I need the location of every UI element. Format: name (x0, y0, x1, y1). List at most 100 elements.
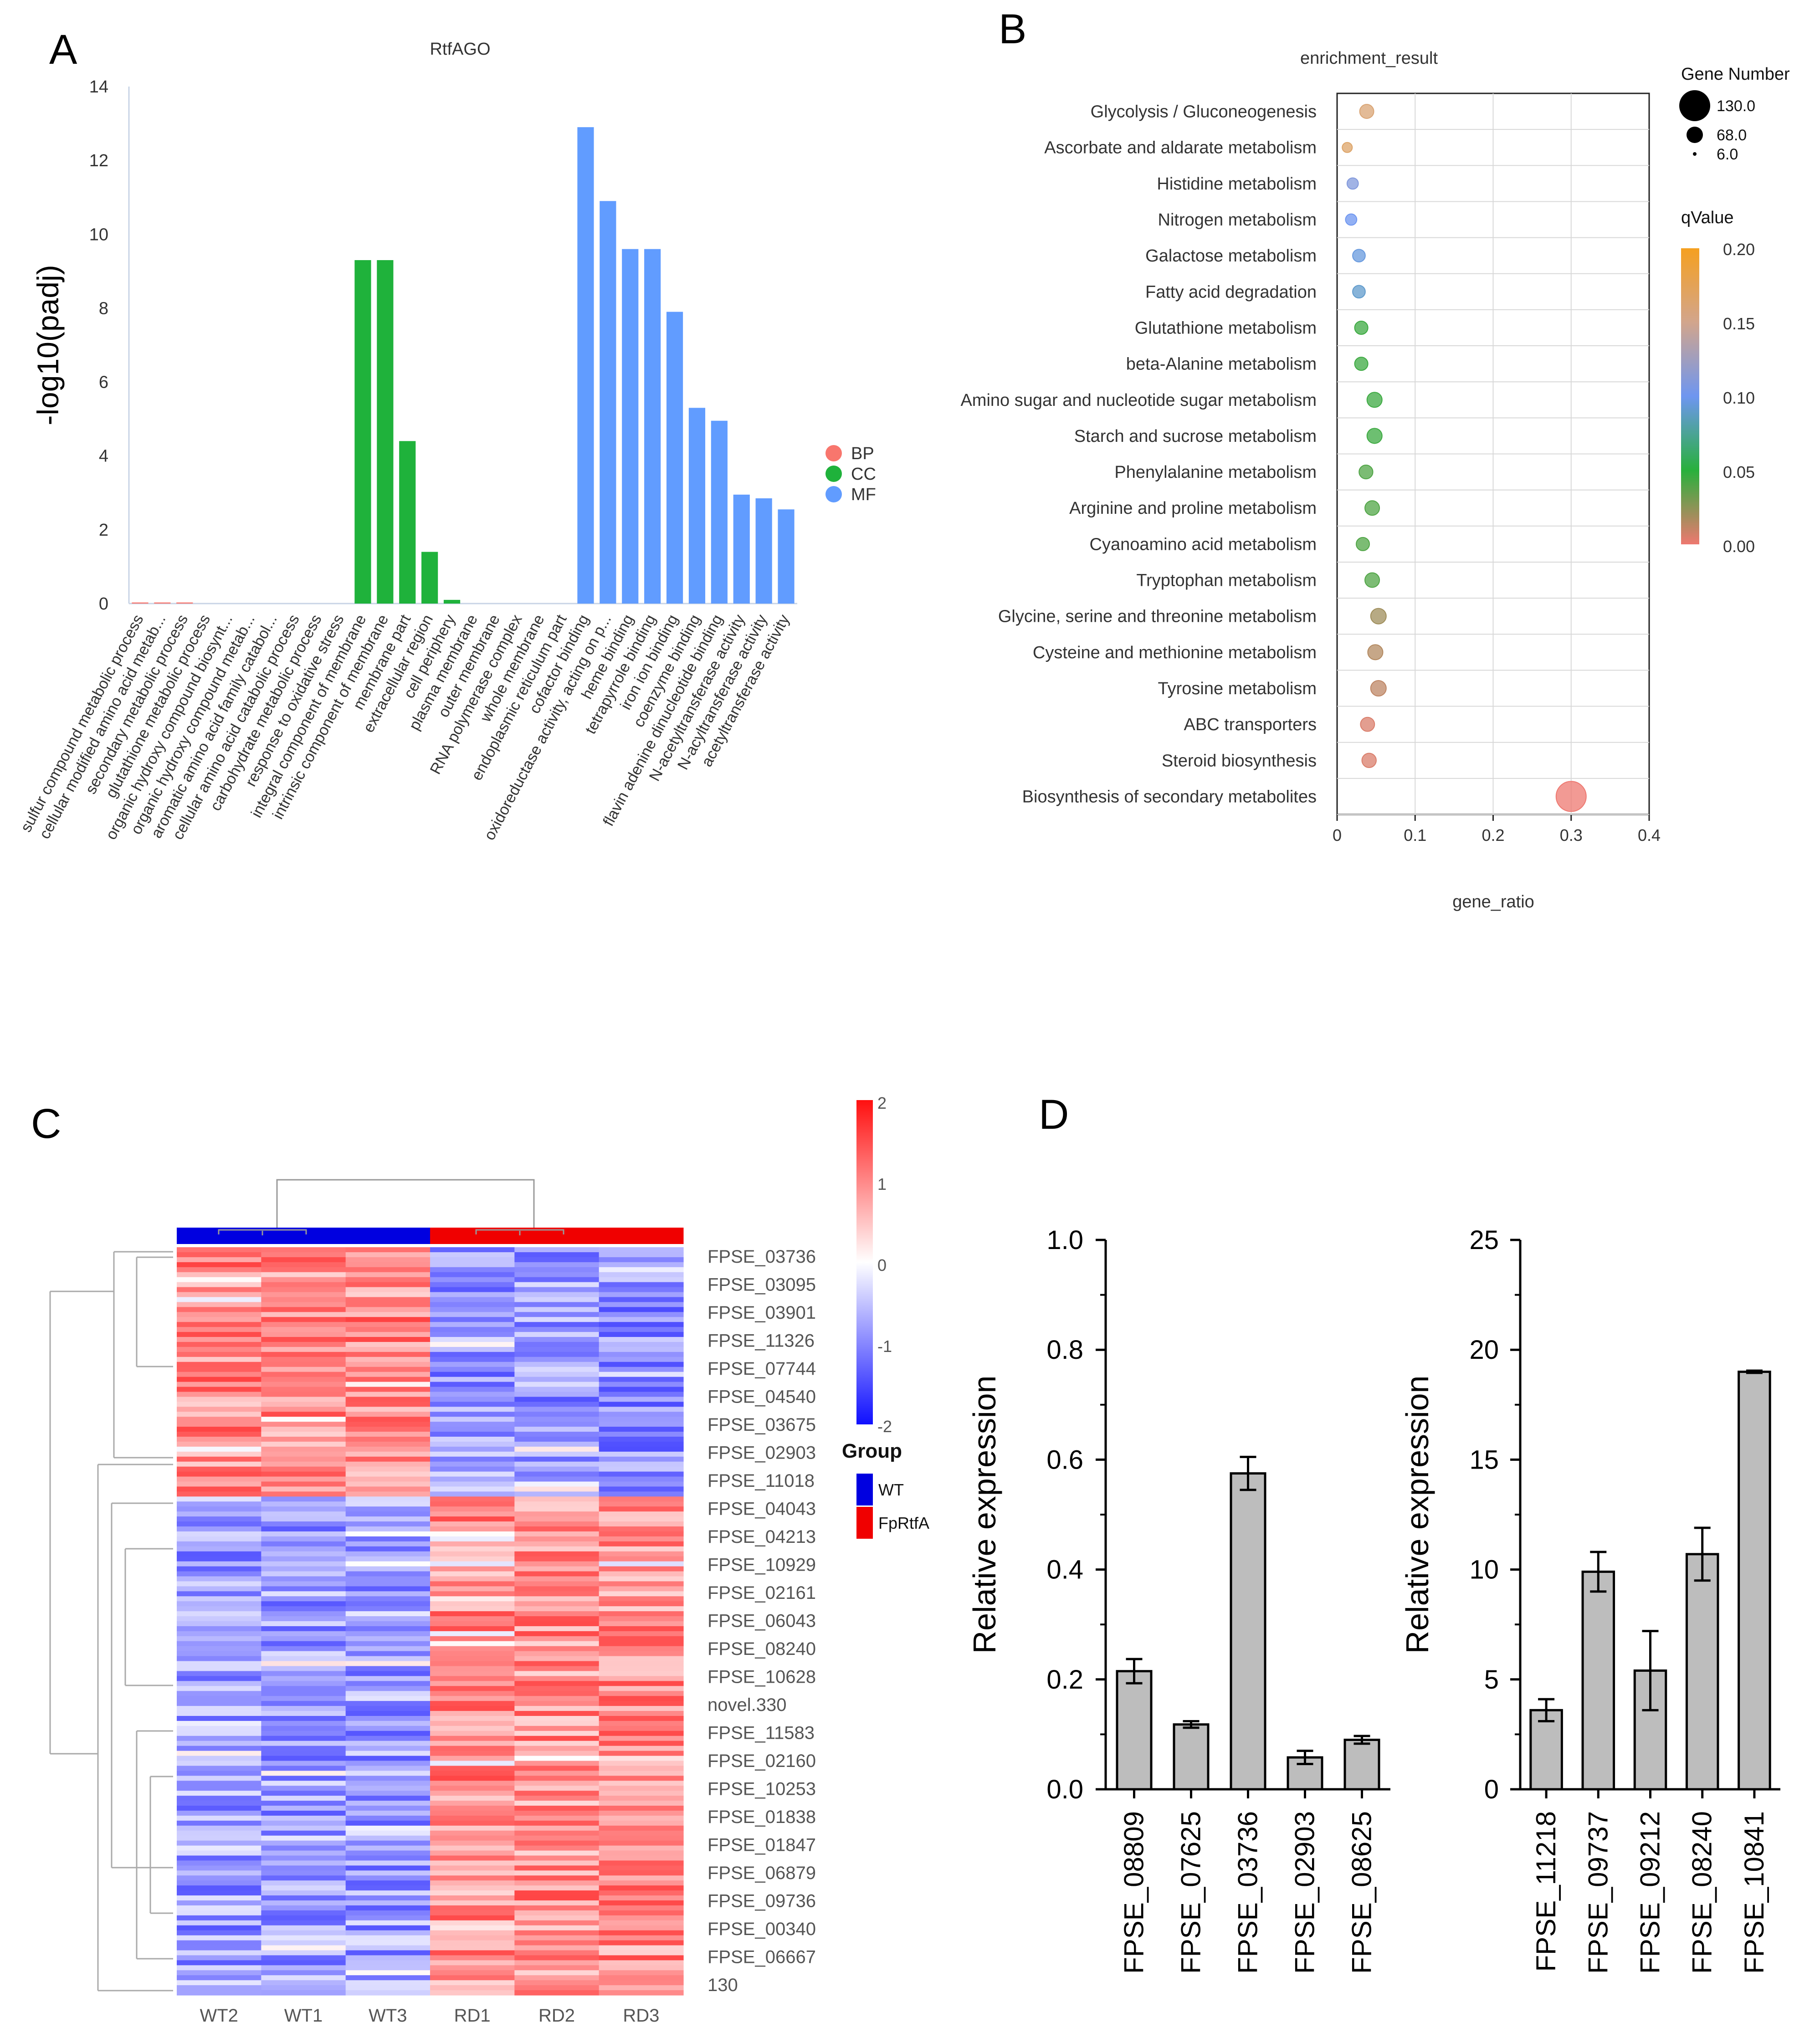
chart-c-heatmap-cell (261, 1511, 346, 1517)
chart-c-heatmap-cell (514, 1252, 600, 1258)
chart-c-heatmap-cell (345, 1327, 431, 1332)
chart-c-heatmap-cell (430, 1382, 515, 1388)
chart-c-heatmap-cell (177, 1860, 261, 1866)
chart-c-heatmap-cell (430, 1601, 515, 1607)
chart-c-heatmap-cell (261, 1905, 346, 1911)
chart-c-heatmap-cell (261, 1601, 346, 1607)
chart-c-heatmap-cell (345, 1466, 431, 1472)
chart-c-heatmap-cell (345, 1791, 431, 1796)
chart-c-heatmap-cell (345, 1521, 431, 1527)
chart-c-heatmap-cell (514, 1327, 600, 1332)
chart-c-heatmap-cell (599, 1362, 684, 1367)
chart-c-heatmap-cell (599, 1681, 684, 1686)
chart-c-row-label: FPSE_01847 (707, 1835, 816, 1855)
chart-c-heatmap-cell (514, 1681, 600, 1686)
chart-c-heatmap-cell (261, 1551, 346, 1557)
chart-a-bar (755, 498, 772, 604)
chart-c-heatmap-cell (345, 1850, 431, 1856)
chart-c-heatmap-cell (514, 1890, 600, 1896)
chart-c-heatmap-cell (430, 1905, 515, 1911)
chart-c-heatmap-cell (261, 1521, 346, 1527)
chart-c-heatmap-cell (514, 1377, 600, 1382)
chart-b-title: enrichment_result (1300, 49, 1438, 68)
chart-c-heatmap-cell (177, 1781, 261, 1786)
chart-c-heatmap-cell (514, 1576, 600, 1582)
chart-c-heatmap-cell (430, 1845, 515, 1851)
chart-c-heatmap-cell (345, 1631, 431, 1637)
chart-c-heatmap-cell (514, 1262, 600, 1268)
chart-c-heatmap-cell (430, 1422, 515, 1427)
chart-c-row-label: FPSE_07744 (707, 1359, 816, 1379)
chart-b-size-legend-label: 68.0 (1717, 127, 1747, 144)
chart-c-heatmap-cell (261, 1621, 346, 1627)
chart-c-heatmap-cell (261, 1686, 346, 1691)
chart-c-heatmap-cell (261, 1526, 346, 1532)
chart-c-heatmap-cell (430, 1272, 515, 1278)
chart-c-heatmap-cell (261, 1436, 346, 1442)
chart-c-heatmap-cell (514, 1332, 600, 1337)
chart-c-heatmap-cell (261, 1456, 346, 1462)
chart-c-heatmap-cell (345, 1392, 431, 1397)
chart-c-heatmap-cell (345, 1626, 431, 1632)
chart-c-heatmap-cell (345, 1895, 431, 1901)
chart-d-y-tick-label: 20 (1469, 1335, 1499, 1365)
chart-c-heatmap-cell (177, 1352, 261, 1357)
chart-c-heatmap-cell (430, 1885, 515, 1891)
chart-c-row-label: FPSE_03901 (707, 1303, 816, 1323)
chart-c-heatmap-cell (430, 1337, 515, 1342)
chart-c-heatmap-cell (430, 1591, 515, 1597)
chart-c-heatmap-cell (345, 1860, 431, 1866)
chart-a-y-tick-label: 2 (99, 521, 108, 540)
chart-c-heatmap-cell (261, 1955, 346, 1961)
chart-c-heatmap-cell (599, 1357, 684, 1362)
chart-c-heatmap-cell (261, 1935, 346, 1941)
chart-a-bar (644, 249, 661, 604)
chart-c-heatmap-cell (261, 1835, 346, 1841)
chart-c-heatmap-cell (430, 1397, 515, 1402)
chart-c-heatmap-cell (177, 1865, 261, 1871)
chart-c-heatmap-cell (430, 1436, 515, 1442)
chart-c-heatmap-cell (261, 1671, 346, 1677)
chart-c-heatmap-cell (514, 1656, 600, 1662)
chart-c-heatmap-cell (177, 1671, 261, 1677)
chart-c-heatmap-cell (599, 1287, 684, 1293)
chart-c-heatmap-cell (345, 1282, 431, 1288)
chart-c-heatmap-cell (177, 1586, 261, 1592)
chart-c-heatmap-cell (345, 1451, 431, 1457)
chart-c-heatmap-cell (430, 1860, 515, 1866)
chart-c-heatmap-cell (599, 1317, 684, 1322)
chart-c-heatmap-cell (345, 1556, 431, 1562)
chart-c-heatmap-cell (261, 1272, 346, 1278)
chart-c-heatmap-cell (599, 1880, 684, 1886)
chart-c-heatmap-cell (599, 1446, 684, 1452)
chart-c-heatmap-cell (177, 1875, 261, 1881)
chart-c-heatmap-cell (345, 1771, 431, 1776)
chart-c-row-dendrogram (49, 1251, 173, 1992)
chart-c-heatmap-cell (599, 1481, 684, 1487)
chart-c-heatmap-cell (177, 1791, 261, 1796)
chart-c-heatmap-cell (261, 1781, 346, 1786)
chart-c-heatmap-cell (177, 1596, 261, 1602)
chart-b-size-legend-dot (1693, 152, 1697, 156)
chart-c-heatmap-cell (599, 1930, 684, 1936)
chart-c-heatmap-cell (430, 1262, 515, 1268)
chart-c-heatmap-cell (261, 1357, 346, 1362)
chart-c-heatmap-cell (261, 1910, 346, 1916)
chart-c-heatmap-cell (430, 1536, 515, 1542)
chart-c-heatmap-cell (514, 1407, 600, 1412)
chart-c-heatmap-cell (177, 1397, 261, 1402)
chart-c-heatmap-cell (261, 1407, 346, 1412)
chart-c-heatmap-cell (177, 1357, 261, 1362)
chart-c-heatmap-cell (514, 1531, 600, 1537)
chart-c-heatmap-cell (430, 1830, 515, 1836)
chart-c-heatmap-cell (345, 1736, 431, 1741)
chart-c-heatmap-cell (345, 1412, 431, 1417)
chart-c-heatmap-cell (177, 1471, 261, 1477)
chart-c-heatmap-cell (177, 1451, 261, 1457)
chart-c-heatmap-cell (514, 1711, 600, 1716)
chart-c-heatmap-cell (430, 1835, 515, 1841)
chart-b-size-legend-label: 130.0 (1717, 97, 1755, 115)
chart-c-column-label: RD2 (538, 2006, 575, 2026)
chart-c-heatmap-cell (599, 1372, 684, 1377)
chart-c-heatmap-cell (514, 1731, 600, 1736)
